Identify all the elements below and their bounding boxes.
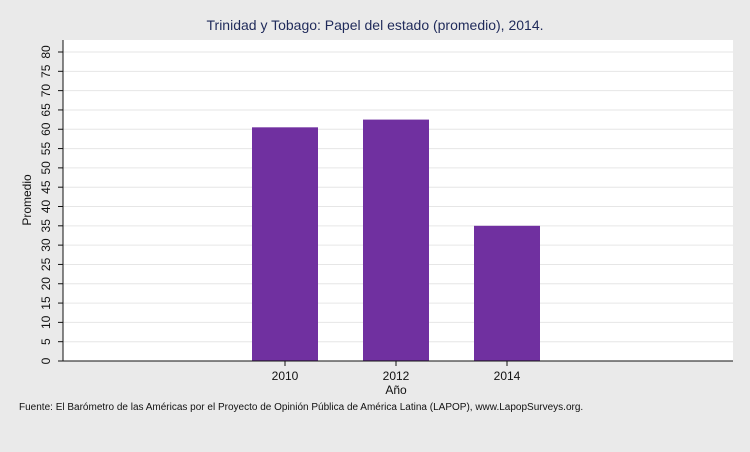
y-tick-label: 25 bbox=[39, 257, 53, 271]
y-tick-label: 35 bbox=[39, 219, 53, 233]
x-tick-label: 2014 bbox=[494, 369, 521, 383]
y-tick-label: 70 bbox=[39, 84, 53, 98]
bar-2010 bbox=[252, 127, 318, 361]
bars bbox=[252, 119, 540, 361]
y-tick-label: 20 bbox=[39, 277, 53, 291]
bar-2012 bbox=[363, 119, 429, 361]
y-axis-ticks: 0 5 10 15 20 25 30 35 40 45 50 55 60 65 70 75 80 bbox=[39, 45, 63, 364]
x-tick-label: 2010 bbox=[272, 369, 299, 383]
bar-2014 bbox=[474, 225, 540, 361]
y-tick-label: 75 bbox=[39, 64, 53, 78]
y-tick-label: 15 bbox=[39, 296, 53, 310]
x-axis-ticks: 2010 2012 2014 bbox=[272, 361, 521, 383]
y-tick-label: 10 bbox=[39, 315, 53, 329]
y-tick-label: 60 bbox=[39, 122, 53, 136]
y-tick-label: 65 bbox=[39, 103, 53, 117]
y-tick-label: 40 bbox=[39, 200, 53, 214]
x-tick-label: 2012 bbox=[383, 369, 410, 383]
y-tick-label: 55 bbox=[39, 142, 53, 156]
y-tick-label: 30 bbox=[39, 238, 53, 252]
y-tick-label: 5 bbox=[39, 338, 53, 345]
source-note: Fuente: El Barómetro de las Américas por… bbox=[19, 402, 583, 413]
x-axis-label: Año bbox=[385, 383, 407, 397]
y-tick-label: 80 bbox=[39, 45, 53, 59]
y-tick-label: 50 bbox=[39, 161, 53, 175]
y-axis-label: Promedio bbox=[20, 174, 34, 226]
y-tick-label: 0 bbox=[39, 357, 53, 364]
chart-title: Trinidad y Tobago: Papel del estado (pro… bbox=[207, 17, 544, 33]
y-tick-label: 45 bbox=[39, 180, 53, 194]
